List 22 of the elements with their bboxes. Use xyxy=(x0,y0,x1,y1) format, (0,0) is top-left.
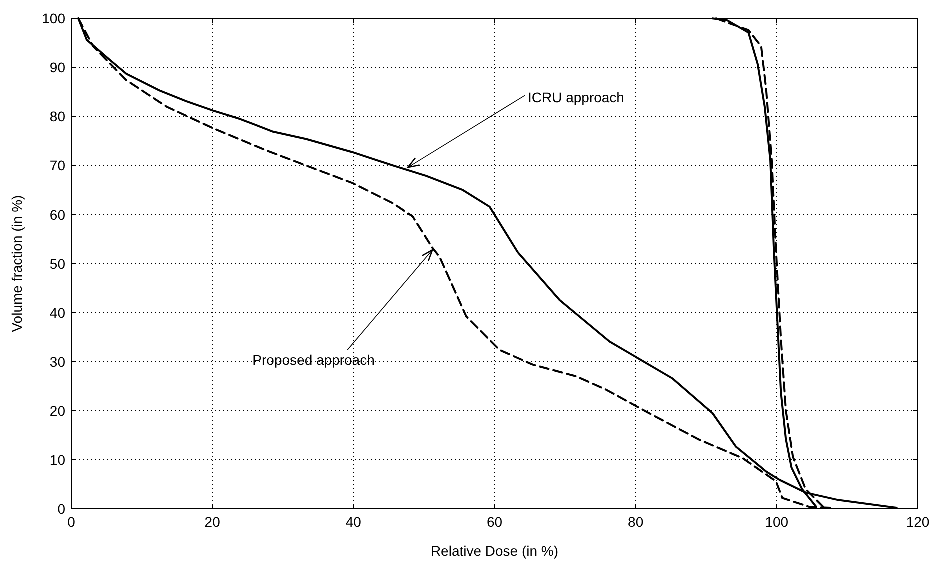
x-tick-label: 100 xyxy=(765,514,789,530)
y-axis-title: Volume fraction (in %) xyxy=(9,195,25,332)
y-tick-label: 60 xyxy=(50,206,66,223)
y-tick-label: 40 xyxy=(50,304,66,321)
y-tick-label: 50 xyxy=(50,256,66,272)
x-tick-label: 60 xyxy=(486,514,503,530)
x-tick-label: 20 xyxy=(204,514,221,530)
y-tick-label: 100 xyxy=(42,10,66,27)
x-tick-label: 40 xyxy=(346,514,362,530)
annotation: Proposed approach xyxy=(252,352,375,368)
x-tick-label: 120 xyxy=(906,514,930,530)
annotation: ICRU approach xyxy=(528,90,624,106)
y-tick-label: 80 xyxy=(50,108,66,125)
x-tick-label: 0 xyxy=(68,514,76,530)
x-tick-label: 80 xyxy=(628,514,644,530)
y-tick-label: 20 xyxy=(50,402,66,419)
y-tick-label: 30 xyxy=(50,354,66,370)
y-tick-label: 10 xyxy=(50,452,66,468)
x-axis-title: Relative Dose (in %) xyxy=(430,543,559,559)
y-tick-label: 90 xyxy=(50,60,66,76)
y-tick-label: 70 xyxy=(50,158,66,174)
y-tick-label: 0 xyxy=(58,501,66,517)
